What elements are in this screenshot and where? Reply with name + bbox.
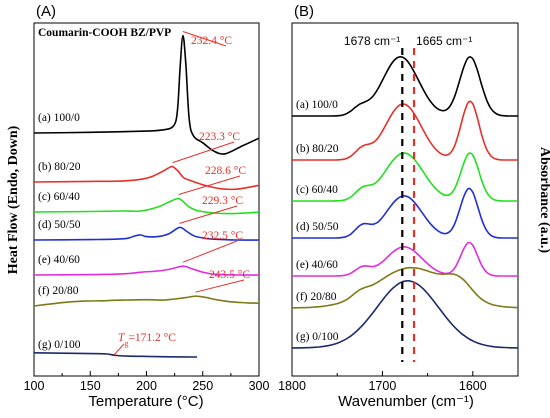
panel-b-series-label: (c) 60/40	[296, 184, 338, 196]
panel-a-x-tick-label: 250	[192, 379, 213, 393]
panel-b-reference-label: 1678 cm⁻¹	[344, 34, 400, 48]
panel-b-series-label: (g) 0/100	[296, 331, 339, 343]
panel-a-peak-arrow	[182, 31, 227, 47]
panel-a-peak-label: 223.3 °C	[199, 131, 240, 143]
panel-a-peak-arrow	[182, 240, 238, 263]
panel-a-series-line	[33, 352, 198, 358]
panel-b-series-line	[291, 55, 518, 117]
panel-b-series-line	[292, 279, 519, 349]
panel-a-peak-label: 229.3 °C	[202, 195, 243, 207]
panel-a-tg-arrow	[113, 343, 125, 356]
panel-a-peak-arrow	[195, 279, 245, 293]
panel-a-series-line	[33, 165, 260, 191]
panel-b-series-line	[292, 152, 518, 202]
panel-b-label: (B)	[294, 3, 314, 20]
panel-a-peak-label: 232.5 °C	[202, 230, 243, 242]
panel-b-x-tick-label: 1600	[459, 379, 487, 393]
panel-a-peak-label: 228.6 °C	[205, 165, 246, 177]
panel-a-curves	[33, 34, 260, 358]
panel-a-series-label: (a) 100/0	[38, 112, 80, 124]
panel-a-x-axis-title: Temperature (°C)	[88, 393, 203, 410]
panel-a-peak-label: 243.5 °C	[209, 269, 250, 281]
panel-b-x-axis-title: Wavenumber (cm⁻¹)	[338, 393, 474, 410]
panel-b-y-axis-title: Absorbance (a.u.)	[537, 147, 550, 254]
panel-b-series-line	[292, 241, 518, 277]
panel-b-series-label: (f) 20/80	[296, 291, 337, 303]
panel-a-series-line	[33, 295, 260, 307]
panel-b-x-tick-label: 1800	[278, 379, 306, 393]
panel-a-x-tick-label: 100	[24, 379, 45, 393]
panel-a-peak-arrow	[179, 205, 238, 224]
panel-a-series-line	[33, 226, 260, 241]
panel-b-x-ticks: 1800 1700 1600	[278, 371, 487, 393]
panel-a-peak-arrow	[172, 141, 235, 164]
panel-a-series-label: (d) 50/50	[38, 219, 81, 231]
panel-a-series-label: (e) 40/60	[38, 254, 80, 266]
panel-b-series-label: (e) 40/60	[296, 259, 338, 271]
panel-a-series-line	[33, 265, 260, 276]
panel-a-series-line	[33, 34, 260, 155]
panel-a-peak-arrow	[178, 175, 241, 195]
panel-b-labels: (a) 100/0 (b) 80/20 (c) 60/40 (d) 50/50 (e) …	[296, 34, 472, 362]
panel-a-series-label: (f) 20/80	[38, 285, 79, 297]
panel-a-title: Coumarin-COOH BZ/PVP	[38, 27, 171, 39]
panel-b-x-tick-label: 1700	[368, 379, 396, 393]
panel-b-curves	[291, 55, 519, 349]
panel-b-reference-label: 1665 cm⁻¹	[416, 34, 472, 48]
panel-a-y-axis-title: Heat Flow (Endo, Down)	[6, 125, 21, 274]
panel-a-tg-annotation: Tg=171.2 °C	[118, 332, 176, 348]
panel-b-series-label: (a) 100/0	[296, 99, 338, 111]
panel-a-series-line	[33, 197, 260, 215]
panel-a-series-label: (g) 0/100	[38, 339, 81, 351]
panel-a-series-label: (c) 60/40	[38, 191, 80, 203]
panel-a-x-tick-label: 300	[249, 379, 270, 393]
panel-a-series-label: (b) 80/20	[38, 161, 81, 173]
panel-b-series-line	[291, 187, 518, 239]
panel-b-series-label: (d) 50/50	[296, 221, 339, 233]
panel-b-frame	[291, 22, 519, 377]
panel-b-series-label: (b) 80/20	[296, 143, 339, 155]
panel-a-x-tick-label: 150	[80, 379, 101, 393]
panel-b-series-line	[291, 100, 518, 161]
panel-a-x-tick-label: 200	[136, 379, 157, 393]
panel-b-series-line	[291, 266, 519, 309]
panel-a-label: (A)	[36, 3, 56, 20]
panel-a-x-ticks: 100 150 200 250 300	[24, 371, 270, 393]
